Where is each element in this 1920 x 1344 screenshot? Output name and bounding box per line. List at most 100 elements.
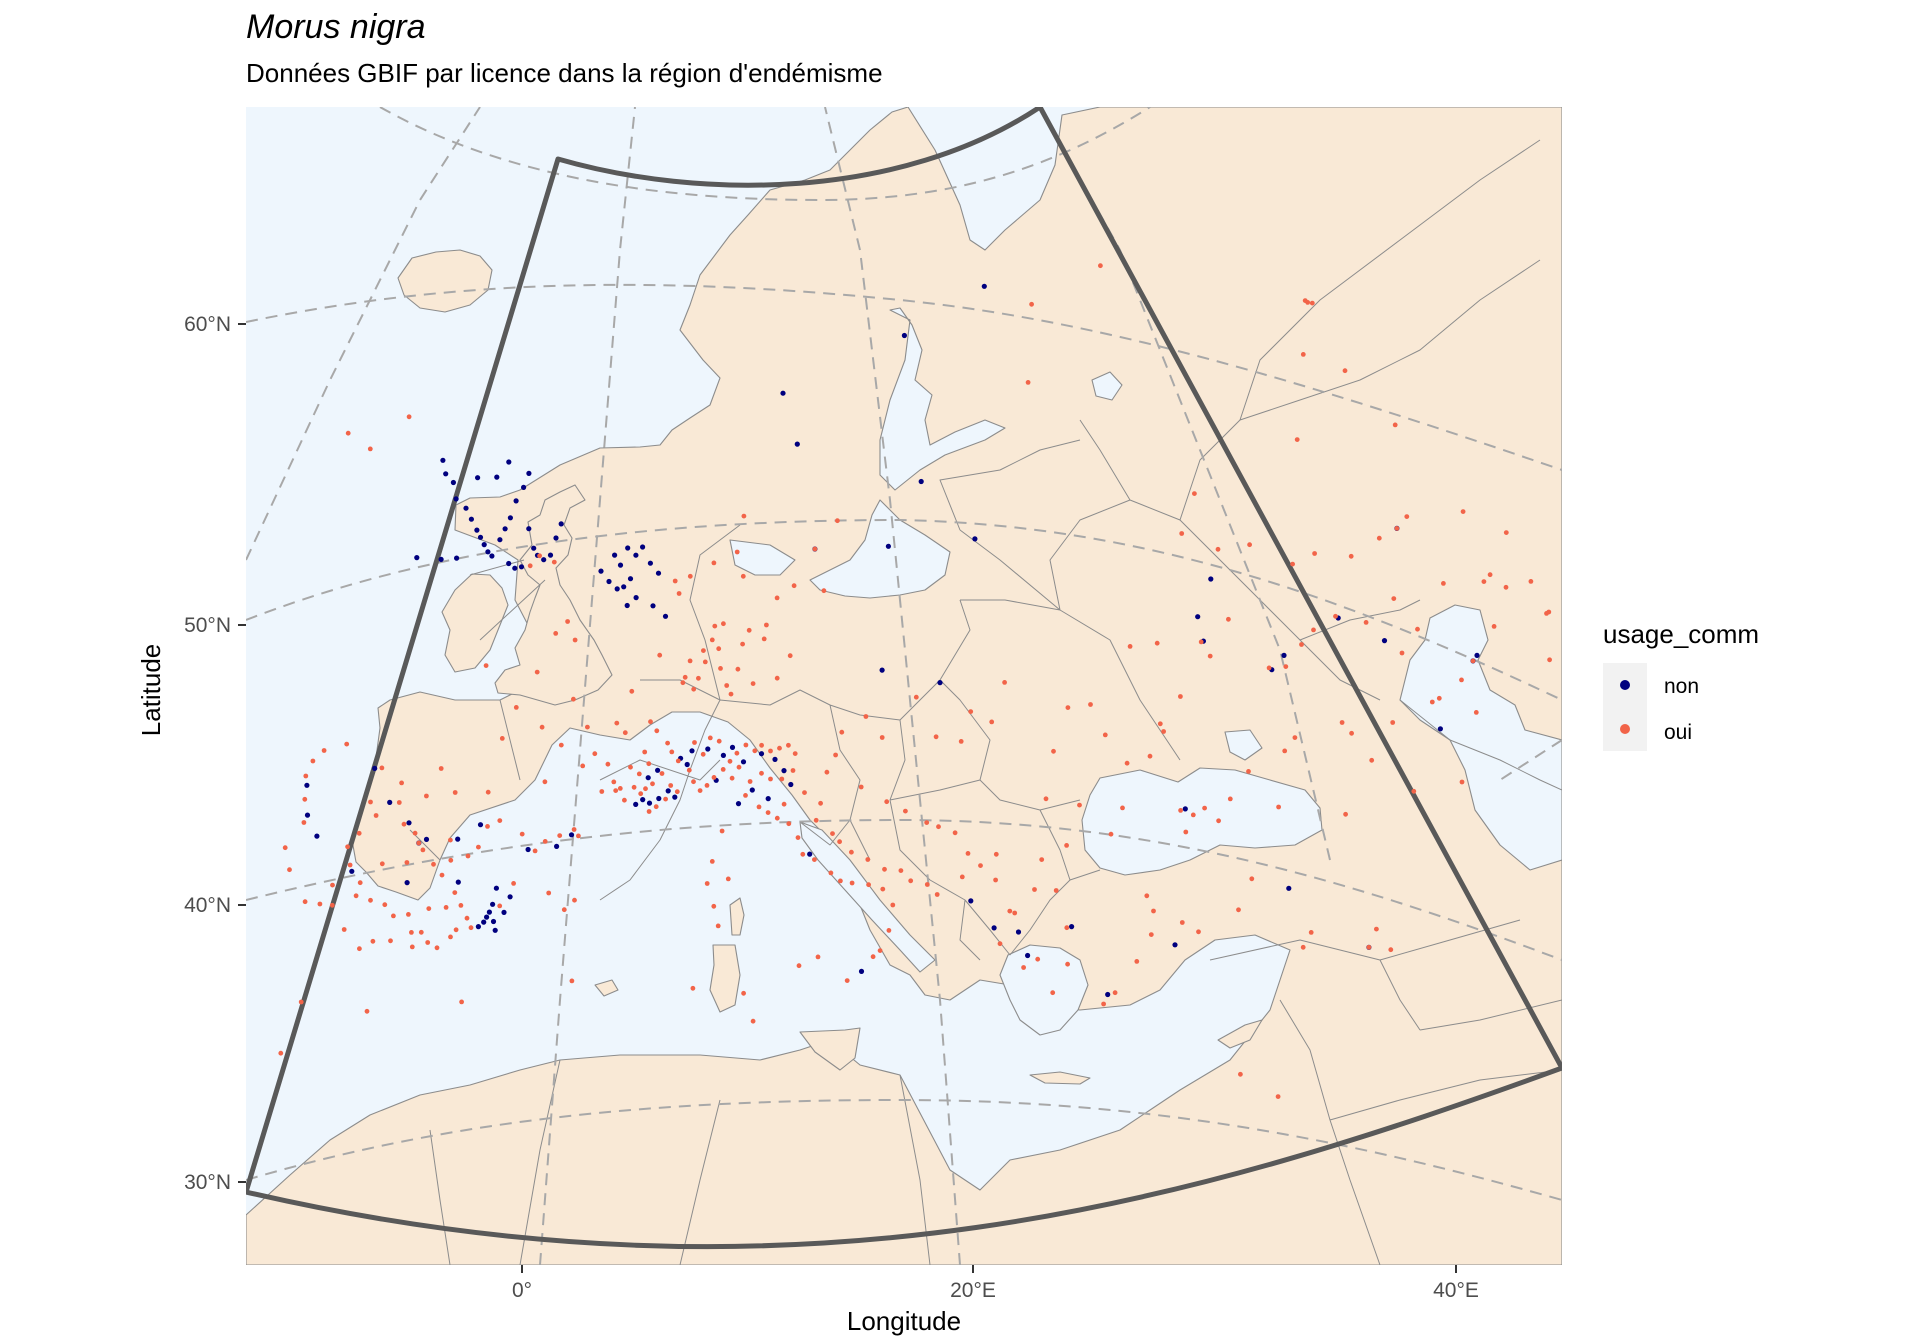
point-oui (1411, 788, 1417, 794)
point-oui (877, 948, 883, 953)
point-non (1195, 614, 1201, 620)
point-oui (668, 783, 674, 788)
point-non (918, 478, 924, 485)
point-oui (700, 751, 706, 757)
point-oui (759, 742, 764, 748)
point-oui (812, 857, 817, 862)
point-oui (605, 761, 611, 767)
point-oui (345, 844, 350, 850)
point-oui (813, 817, 819, 823)
point-non (991, 925, 997, 931)
point-oui (448, 857, 454, 863)
point-oui (379, 861, 385, 867)
point-oui (1299, 642, 1304, 647)
point-non (554, 843, 560, 850)
point-oui (933, 734, 939, 740)
point-oui (747, 779, 753, 784)
point-oui (1025, 380, 1031, 385)
point-oui (1459, 779, 1465, 785)
point-oui (353, 893, 359, 899)
point-oui (1276, 804, 1281, 810)
point-oui (724, 683, 730, 688)
point-oui (453, 927, 459, 933)
point-oui (448, 934, 453, 940)
point-non (1182, 806, 1188, 812)
point-oui (628, 764, 633, 770)
land-continent (246, 107, 1562, 1265)
point-oui (924, 882, 930, 887)
point-non (672, 794, 678, 800)
point-oui (1108, 831, 1114, 837)
point-non (531, 545, 537, 551)
point-oui (913, 694, 919, 700)
point-oui (1144, 893, 1150, 899)
point-non (807, 851, 813, 857)
point-oui (886, 928, 892, 933)
point-oui (425, 940, 431, 945)
point-oui (1294, 437, 1300, 442)
point-oui (537, 553, 542, 559)
point-oui (1207, 653, 1213, 659)
map-panel (246, 107, 1562, 1265)
point-oui (345, 430, 351, 436)
land-sardinia (709, 944, 741, 1013)
graticule-lat-40 (246, 818, 1562, 961)
point-non (455, 836, 461, 842)
point-oui (302, 899, 308, 905)
point-oui (1311, 627, 1316, 633)
point-oui (761, 636, 767, 642)
point-oui (691, 779, 696, 785)
point-non (647, 560, 654, 566)
graticule-lon-20 (824, 107, 961, 1265)
point-oui (1151, 908, 1156, 914)
point-oui (1065, 705, 1071, 710)
point-non (474, 527, 480, 533)
point-non (404, 880, 410, 886)
point-oui (835, 518, 840, 524)
point-oui (572, 897, 577, 903)
point-oui (1283, 664, 1289, 669)
point-oui (599, 789, 605, 794)
point-non (633, 552, 639, 558)
point-non (655, 767, 661, 773)
point-oui (682, 674, 688, 680)
land-corsica (729, 897, 745, 936)
point-oui (1309, 300, 1315, 306)
point-oui (434, 945, 440, 951)
point-oui (497, 903, 503, 909)
point-non (968, 898, 974, 904)
point-oui (458, 903, 464, 908)
point-oui (663, 796, 668, 802)
point-non (553, 535, 559, 541)
point-non (481, 542, 487, 548)
point-non (640, 797, 646, 803)
point-oui (1308, 930, 1314, 935)
point-non (1474, 652, 1480, 659)
point-oui (774, 595, 780, 601)
point-oui (330, 882, 335, 888)
point-oui (1369, 757, 1375, 763)
point-oui (790, 768, 796, 773)
point-oui (572, 637, 578, 643)
point-oui (404, 860, 410, 865)
point-non (633, 801, 639, 808)
point-oui (880, 886, 886, 892)
point-oui (1179, 920, 1185, 925)
point-oui (1053, 888, 1059, 893)
point-oui (631, 784, 637, 790)
point-non (526, 470, 532, 476)
point-oui (476, 844, 481, 850)
point-oui (341, 927, 347, 932)
point-oui (711, 903, 717, 909)
point-oui (838, 878, 843, 884)
point-oui (952, 830, 958, 836)
point-non (492, 927, 498, 933)
point-oui (557, 833, 563, 838)
point-oui (465, 853, 471, 859)
point-oui (302, 796, 308, 802)
point-oui (711, 775, 717, 780)
point-oui (373, 813, 379, 818)
point-oui (1043, 796, 1049, 802)
point-oui (1305, 300, 1311, 305)
graticule-lat-60 (246, 283, 1562, 471)
